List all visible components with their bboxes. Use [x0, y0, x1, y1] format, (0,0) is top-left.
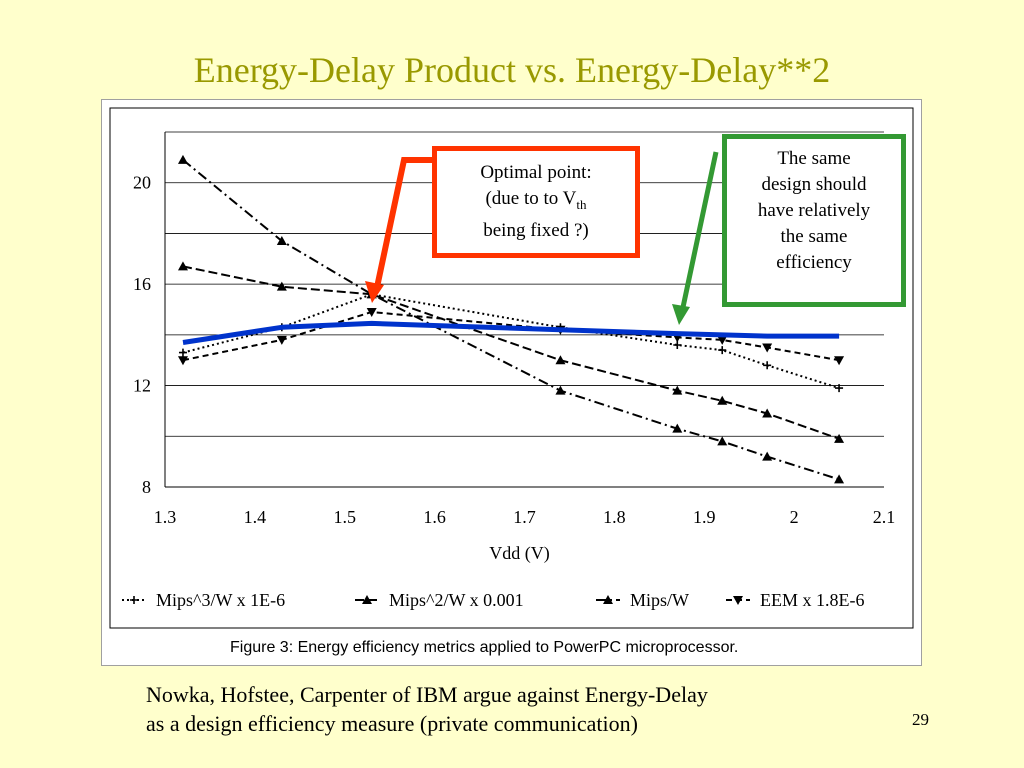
data-point: [762, 451, 773, 461]
slide-title: Energy-Delay Product vs. Energy-Delay**2: [193, 50, 831, 90]
data-point: [177, 356, 188, 366]
optimal-arrowhead: [365, 281, 384, 303]
slide-number: 29: [912, 710, 929, 729]
data-point: [177, 154, 188, 164]
data-point: [717, 335, 728, 345]
data-point: [603, 595, 613, 604]
x-tick-label: 1.7: [513, 507, 536, 527]
same-efficiency-arrowhead: [672, 304, 690, 325]
legend-item: EEM x 1.8E-6: [726, 590, 864, 610]
same-efficiency-callout: The same design should have relatively t…: [722, 134, 906, 307]
same-line-5: efficiency: [776, 252, 852, 273]
series-line: [182, 159, 840, 481]
x-tick-label: 2: [790, 507, 799, 527]
legend-label: Mips^2/W x 0.001: [389, 590, 524, 610]
chart-frame: [109, 107, 914, 629]
data-point: [717, 436, 728, 446]
data-point: [762, 343, 773, 353]
citation-line-1: Nowka, Hofstee, Carpenter of IBM argue a…: [146, 682, 708, 707]
legend-item: Mips^2/W x 0.001: [355, 590, 524, 610]
legend-label: Mips/W: [630, 590, 689, 610]
data-point: [555, 385, 566, 395]
data-point: [762, 408, 773, 418]
legend-label: EEM x 1.8E-6: [760, 590, 864, 610]
x-tick-label: 1.6: [423, 507, 446, 527]
data-point: [362, 595, 372, 604]
data-point: [276, 236, 287, 246]
x-axis-label: Vdd (V): [489, 543, 550, 564]
legend-item: Mips^3/W x 1E-6: [122, 590, 285, 610]
y-tick-label: 12: [133, 376, 151, 396]
data-point: [276, 335, 287, 345]
data-point: [834, 474, 845, 484]
y-tick-label: 20: [133, 173, 151, 193]
same-line-3: have relatively: [757, 200, 871, 221]
x-tick-label: 1.9: [693, 507, 716, 527]
optimal-line-2: (due to to Vth: [437, 186, 635, 218]
optimal-line-2-subscript: th: [576, 196, 587, 212]
x-tick-label: 1.4: [244, 507, 267, 527]
data-point: [717, 395, 728, 405]
data-point: [763, 361, 772, 370]
data-point: [130, 596, 138, 604]
data-point: [834, 433, 845, 443]
x-tick-label: 2.1: [873, 507, 896, 527]
same-line-1: The same: [777, 148, 851, 169]
data-point: [835, 384, 844, 393]
data-point: [178, 348, 187, 357]
optimal-arrow: [373, 157, 432, 293]
data-point: [276, 281, 287, 291]
legend-item: Mips/W: [596, 590, 689, 610]
citation: Nowka, Hofstee, Carpenter of IBM argue a…: [146, 680, 906, 738]
data-point: [177, 261, 188, 271]
data-point: [555, 355, 566, 365]
data-point: [733, 596, 743, 605]
x-tick-label: 1.3: [154, 507, 177, 527]
x-tick-label: 1.5: [334, 507, 357, 527]
overlay-line: [182, 320, 840, 345]
optimal-line-2-text: (due to to V: [485, 188, 577, 209]
y-tick-label: 16: [133, 274, 151, 294]
same-line-2: design should: [761, 174, 867, 195]
citation-line-2: as a design efficiency measure (private …: [146, 711, 638, 736]
optimal-point-callout: Optimal point: (due to to Vth being fixe…: [432, 146, 640, 258]
same-efficiency-arrow: [679, 151, 719, 313]
data-point: [718, 346, 727, 355]
same-line-4: the same: [780, 226, 848, 247]
figure-caption: Figure 3: Energy efficiency metrics appl…: [230, 639, 738, 656]
legend-label: Mips^3/W x 1E-6: [156, 590, 285, 610]
optimal-line-3: being fixed ?): [483, 219, 589, 241]
data-point: [672, 423, 683, 433]
optimal-line-1: Optimal point:: [480, 162, 592, 183]
y-tick-label: 8: [142, 477, 151, 497]
data-point: [366, 308, 377, 318]
data-point: [672, 385, 683, 395]
data-point: [834, 356, 845, 366]
x-tick-label: 1.8: [603, 507, 626, 527]
